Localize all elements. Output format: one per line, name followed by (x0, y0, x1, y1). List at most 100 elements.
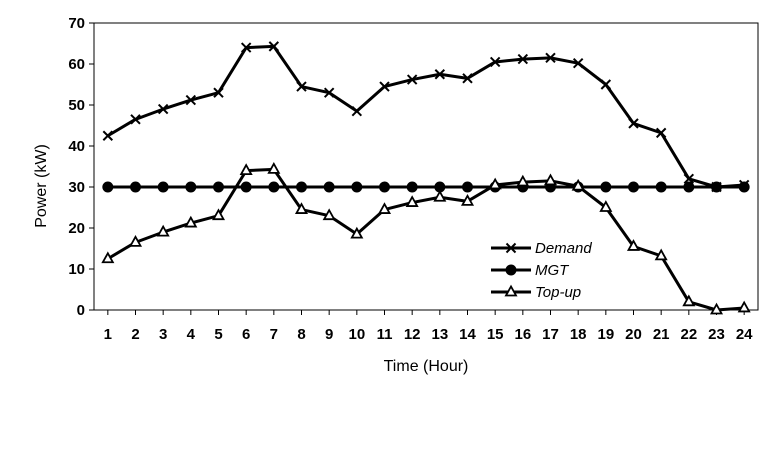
data-point (406, 181, 418, 193)
series-line (107, 44, 745, 189)
data-point (296, 181, 307, 193)
series-line (107, 167, 745, 312)
x-tick-label: 5 (214, 326, 222, 343)
data-point (406, 74, 418, 85)
legend-item-demand: Demand (491, 240, 592, 257)
legend-item-top-up: Top-up (491, 284, 581, 301)
data-point (600, 79, 612, 90)
data-point (489, 56, 501, 68)
y-tick-label: 0 (77, 302, 85, 319)
data-point (185, 94, 197, 106)
x-tick-label: 21 (653, 326, 670, 343)
x-tick-label: 14 (459, 326, 476, 343)
x-tick-label: 2 (131, 326, 139, 343)
data-point (405, 195, 419, 207)
x-tick-label: 23 (708, 326, 725, 343)
legend-item-mgt: MGT (491, 262, 570, 279)
y-tick-label: 10 (68, 261, 85, 278)
y-tick-label: 70 (68, 15, 85, 32)
data-point (128, 234, 143, 247)
data-point (322, 208, 336, 221)
data-point (571, 178, 585, 191)
data-point (516, 174, 530, 187)
data-point (599, 200, 613, 212)
x-tick-label: 8 (297, 326, 305, 343)
data-point (517, 53, 529, 65)
data-point (240, 42, 252, 53)
data-point (296, 81, 307, 92)
data-point (379, 81, 390, 92)
x-tick-label: 3 (159, 326, 167, 343)
data-point (488, 177, 502, 190)
x-tick-label: 12 (404, 326, 421, 343)
data-point (350, 226, 364, 239)
data-point (433, 189, 447, 202)
series-top-up (101, 162, 751, 315)
legend-label: Top-up (535, 284, 581, 301)
data-point (628, 118, 639, 129)
legend-label: MGT (535, 262, 570, 279)
series-layer (101, 41, 751, 315)
data-point (738, 181, 750, 193)
x-tick-label: 11 (377, 326, 393, 343)
legend-marker (505, 242, 517, 254)
data-point (377, 202, 392, 214)
data-point (156, 224, 170, 237)
data-point (130, 181, 141, 193)
x-tick-label: 7 (270, 326, 278, 343)
data-point (157, 103, 169, 115)
x-axis: 1 2 3 4 5 6 7 8 9 10 11 12 13 14 15 16 17 18 19 20 21 22 23 24 (104, 310, 753, 343)
data-point (351, 181, 363, 193)
data-point (711, 181, 722, 193)
data-point (184, 215, 198, 228)
x-tick-label: 4 (187, 326, 196, 343)
data-point (294, 202, 309, 214)
plot-area (93, 22, 759, 311)
y-axis: 0 10 20 30 40 50 60 70 (68, 15, 94, 319)
plot-border (93, 22, 759, 311)
x-tick-label: 10 (348, 326, 365, 343)
data-point (709, 302, 724, 315)
data-point (102, 130, 114, 141)
data-point (545, 52, 556, 64)
data-point (323, 87, 335, 98)
data-point (379, 181, 390, 193)
x-tick-label: 17 (542, 326, 559, 343)
data-point (683, 173, 695, 185)
data-point (211, 208, 226, 221)
x-tick-label: 22 (680, 326, 697, 343)
data-point (130, 114, 141, 125)
data-point (626, 239, 641, 251)
data-point (655, 181, 667, 193)
y-axis-label: Power (kW) (33, 144, 50, 228)
x-tick-label: 19 (597, 326, 614, 343)
data-point (460, 193, 475, 206)
data-point (157, 181, 169, 193)
data-point (101, 251, 115, 264)
data-point (462, 73, 473, 84)
x-tick-label: 9 (325, 326, 333, 343)
data-point (213, 87, 224, 98)
x-tick-label: 13 (431, 326, 448, 343)
x-tick-label: 24 (736, 326, 753, 343)
legend-marker (505, 264, 517, 276)
data-point (239, 163, 253, 176)
y-tick-label: 20 (68, 220, 85, 237)
data-point (434, 69, 446, 80)
x-tick-label: 1 (104, 326, 112, 343)
data-point (185, 181, 197, 193)
legend: Demand MGT Top-up (491, 240, 592, 301)
y-tick-label: 30 (68, 179, 85, 196)
x-axis-label: Time (Hour) (384, 358, 469, 375)
data-point (268, 181, 280, 193)
data-point (351, 105, 363, 117)
data-point (543, 173, 558, 186)
data-point (683, 181, 695, 193)
series-mgt (102, 181, 750, 193)
legend-marker (504, 284, 518, 297)
data-point (600, 181, 612, 193)
data-point (572, 57, 584, 69)
data-point (737, 300, 751, 313)
x-tick-label: 6 (242, 326, 250, 343)
